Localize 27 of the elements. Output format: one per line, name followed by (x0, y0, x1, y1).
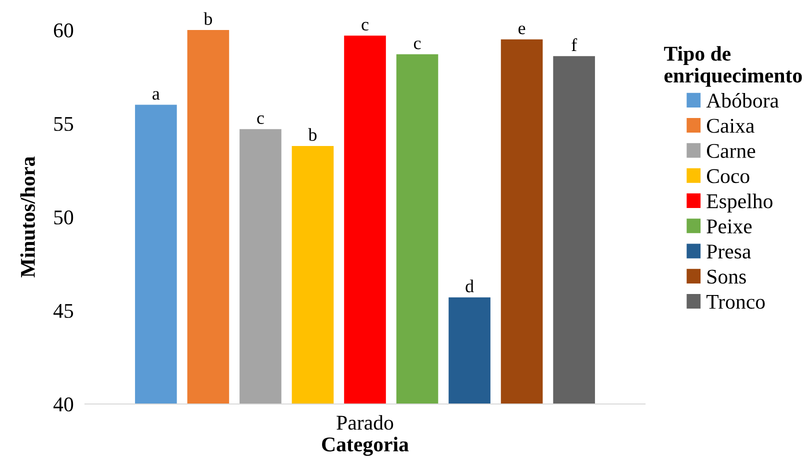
legend-label: Sons (708, 270, 746, 284)
y-axis-title: Minutos/hora (20, 156, 35, 278)
y-tick-label: 60 (54, 23, 74, 38)
y-tick-label: 50 (54, 210, 74, 224)
data-label: b (308, 128, 317, 141)
legend-label: Caixa (706, 118, 754, 133)
data-label: c (362, 22, 368, 31)
legend-label: Espelho (706, 194, 772, 213)
y-tick-label: 45 (53, 304, 74, 318)
data-label: c (257, 115, 264, 124)
data-label: e (518, 26, 526, 34)
data-label: a (152, 91, 160, 100)
legend-title: Tipo de enriquecimento (664, 46, 802, 87)
legend-label: Presa (706, 244, 751, 259)
x-axis-title: Categoria (322, 436, 409, 456)
x-tick-label: Parado (336, 415, 394, 430)
data-label: c (414, 40, 421, 50)
y-tick-label: 55 (54, 117, 74, 131)
data-label: b (204, 12, 212, 25)
data-label: f (572, 38, 578, 51)
y-tick-label: 40 (53, 397, 74, 412)
legend-label: Peixe (706, 219, 752, 234)
legend-label: Carne (706, 144, 756, 158)
data-label: d (466, 280, 474, 292)
legend-label: Abóbora (706, 93, 779, 108)
legend-label: Tronco (706, 295, 765, 309)
legend-label: Coco (706, 169, 750, 184)
